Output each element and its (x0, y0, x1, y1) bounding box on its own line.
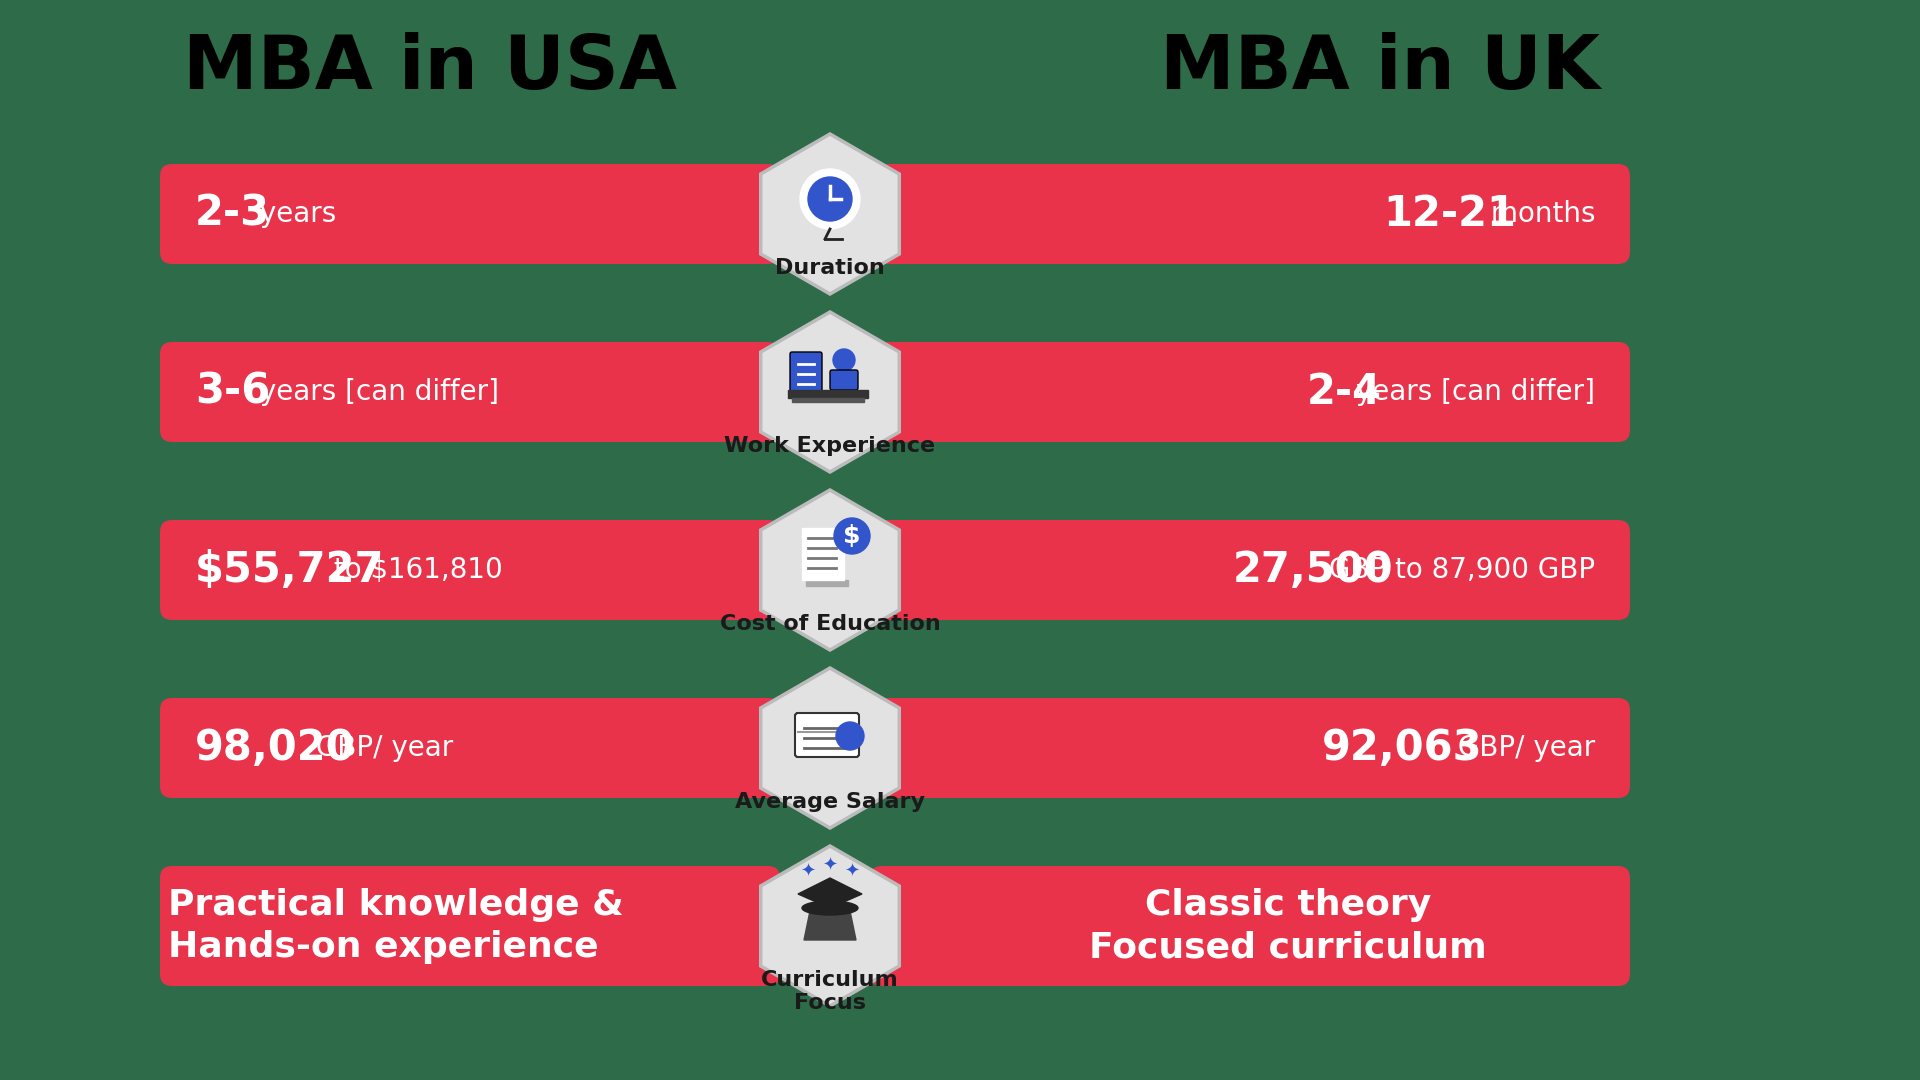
Bar (803, 528, 845, 580)
FancyBboxPatch shape (829, 370, 858, 390)
FancyBboxPatch shape (870, 164, 1630, 264)
Polygon shape (760, 846, 899, 1005)
Text: Work Experience: Work Experience (724, 436, 935, 456)
Text: 27,500: 27,500 (1233, 549, 1394, 591)
FancyBboxPatch shape (789, 352, 822, 392)
FancyBboxPatch shape (159, 698, 780, 798)
Text: GBP/ year: GBP/ year (307, 734, 453, 762)
Circle shape (833, 518, 870, 554)
Polygon shape (760, 490, 899, 650)
Text: to $161,810: to $161,810 (324, 556, 503, 584)
Text: Curriculum
Focus: Curriculum Focus (760, 970, 899, 1013)
FancyBboxPatch shape (870, 698, 1630, 798)
Text: Practical knowledge &
Hands-on experience: Practical knowledge & Hands-on experienc… (167, 888, 624, 964)
Text: GBP to 87,900 GBP: GBP to 87,900 GBP (1319, 556, 1596, 584)
FancyBboxPatch shape (159, 164, 780, 264)
Text: ✦: ✦ (822, 858, 837, 875)
Text: ✦: ✦ (801, 863, 816, 881)
Polygon shape (760, 669, 899, 828)
Circle shape (835, 723, 864, 750)
Text: Cost of Education: Cost of Education (720, 615, 941, 634)
Text: MBA in USA: MBA in USA (182, 31, 678, 105)
Circle shape (808, 177, 852, 221)
Text: Duration: Duration (776, 258, 885, 278)
Text: months: months (1482, 200, 1596, 228)
Text: 12-21: 12-21 (1384, 193, 1517, 235)
Circle shape (833, 349, 854, 372)
Polygon shape (760, 134, 899, 294)
Text: GBP/ year: GBP/ year (1450, 734, 1596, 762)
Text: ✦: ✦ (845, 863, 860, 881)
Bar (791, 399, 864, 402)
Polygon shape (760, 312, 899, 472)
Polygon shape (804, 912, 856, 940)
FancyBboxPatch shape (159, 519, 780, 620)
Bar (810, 585, 852, 591)
FancyBboxPatch shape (159, 866, 780, 986)
Text: Classic theory
Focused curriculum: Classic theory Focused curriculum (1089, 888, 1486, 964)
Text: 2-3: 2-3 (196, 193, 271, 235)
Ellipse shape (803, 901, 858, 915)
Bar (806, 580, 849, 586)
Polygon shape (799, 878, 862, 908)
FancyBboxPatch shape (870, 866, 1630, 986)
Circle shape (801, 168, 860, 229)
Text: $: $ (843, 524, 860, 548)
Text: years [can differ]: years [can differ] (1348, 378, 1596, 406)
Bar (803, 528, 845, 580)
Text: 98,020: 98,020 (196, 727, 355, 769)
Text: Average Salary: Average Salary (735, 792, 925, 812)
FancyBboxPatch shape (159, 342, 780, 442)
FancyBboxPatch shape (795, 713, 858, 757)
Text: $55,727: $55,727 (196, 549, 384, 591)
Text: 3-6: 3-6 (196, 372, 271, 413)
FancyBboxPatch shape (870, 342, 1630, 442)
Text: 92,063: 92,063 (1323, 727, 1482, 769)
Text: 2-4: 2-4 (1308, 372, 1382, 413)
Bar (787, 390, 868, 399)
Text: years: years (252, 200, 336, 228)
Text: years [can differ]: years [can differ] (252, 378, 499, 406)
Text: MBA in UK: MBA in UK (1160, 31, 1599, 105)
FancyBboxPatch shape (870, 519, 1630, 620)
